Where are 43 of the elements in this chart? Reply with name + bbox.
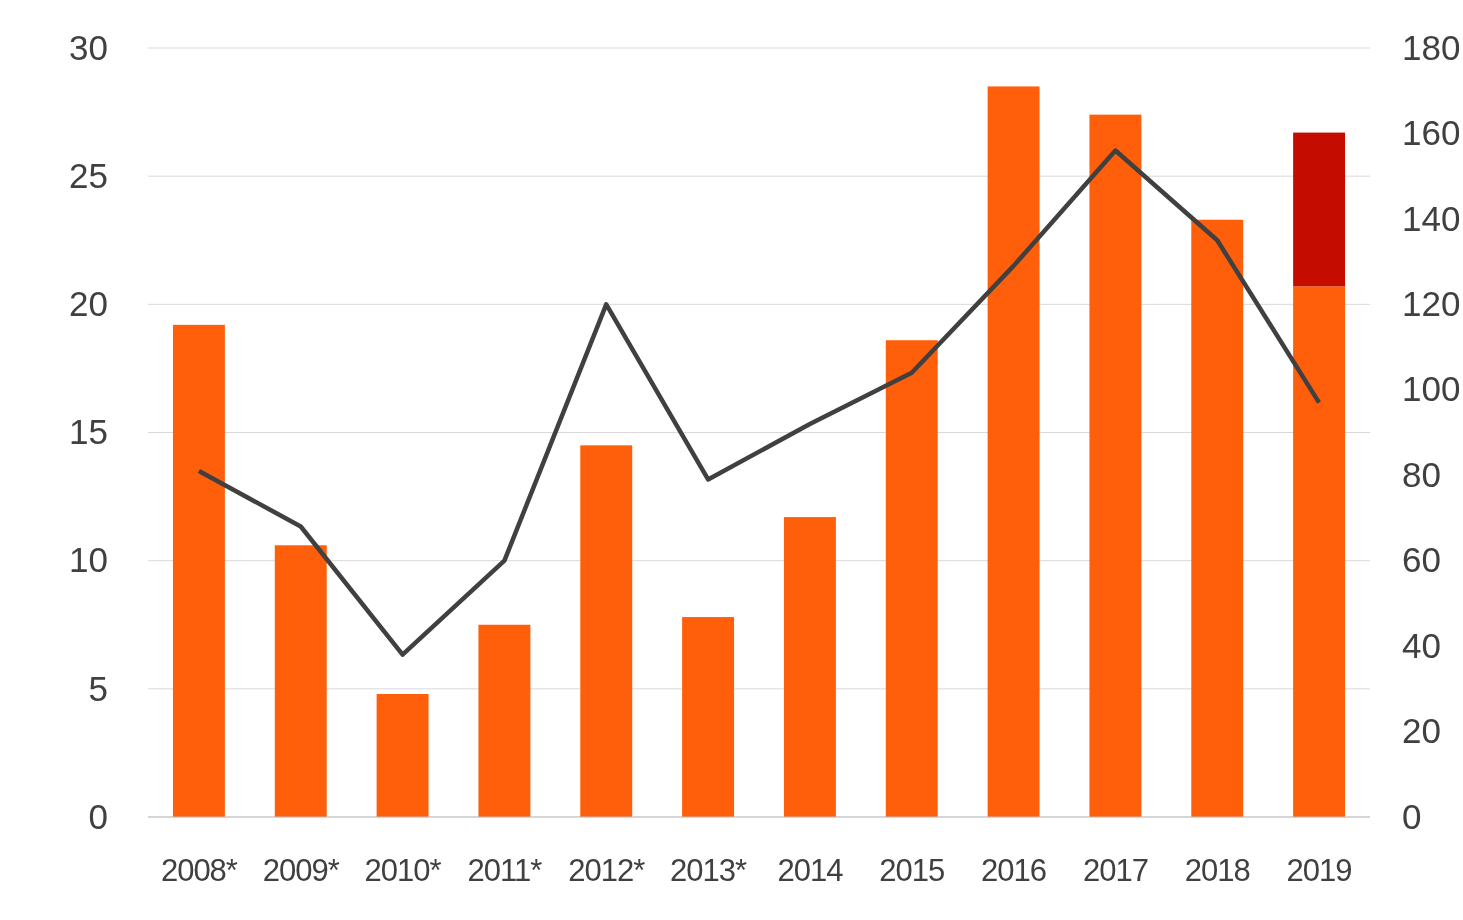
y2-tick-label: 180 [1402,27,1461,67]
y2-tick-label: 100 [1402,369,1461,409]
y2-tick-label: 20 [1402,711,1441,751]
y2-tick-label: 80 [1402,454,1441,494]
y2-tick-label: 0 [1402,796,1422,836]
bar [376,693,429,817]
x-tick-label: 2014 [777,853,844,889]
x-tick-label: 2009* [262,853,340,889]
y-tick-label: 5 [88,668,108,708]
y2-tick-label: 40 [1402,625,1441,665]
x-tick-label: 2010* [364,853,442,889]
bar [1293,132,1346,287]
y2-tick-label: 140 [1402,198,1461,238]
x-tick-label: 2011* [467,853,543,889]
bar [274,545,327,817]
bar [1089,114,1142,817]
bar [580,445,633,817]
y2-tick-label: 160 [1402,113,1461,153]
bar [682,617,735,817]
bar [987,86,1040,817]
y-tick-label: 0 [88,796,108,836]
y2-tick-label: 60 [1402,540,1441,580]
bar [478,624,531,817]
y2-tick-label: 120 [1402,284,1461,324]
x-tick-label: 2018 [1184,853,1250,889]
x-tick-label: 2017 [1082,853,1148,889]
y-tick-label: 15 [69,412,108,452]
bar [172,324,225,817]
x-tick-label: 2013* [670,853,748,889]
x-tick-label: 2019 [1286,853,1352,889]
y-tick-label: 25 [69,155,108,195]
y-tick-label: 30 [69,27,108,67]
bar [885,340,938,817]
bar [1191,219,1244,817]
line-series [196,148,1322,657]
x-tick-label: 2016 [981,853,1047,889]
bar [783,517,836,817]
x-tick-label: 2012* [568,853,646,889]
bar [1293,286,1346,817]
x-tick-label: 2015 [879,853,945,889]
y-tick-label: 20 [69,284,108,324]
y-tick-label: 10 [69,540,108,580]
x-tick-label: 2008* [160,853,238,889]
